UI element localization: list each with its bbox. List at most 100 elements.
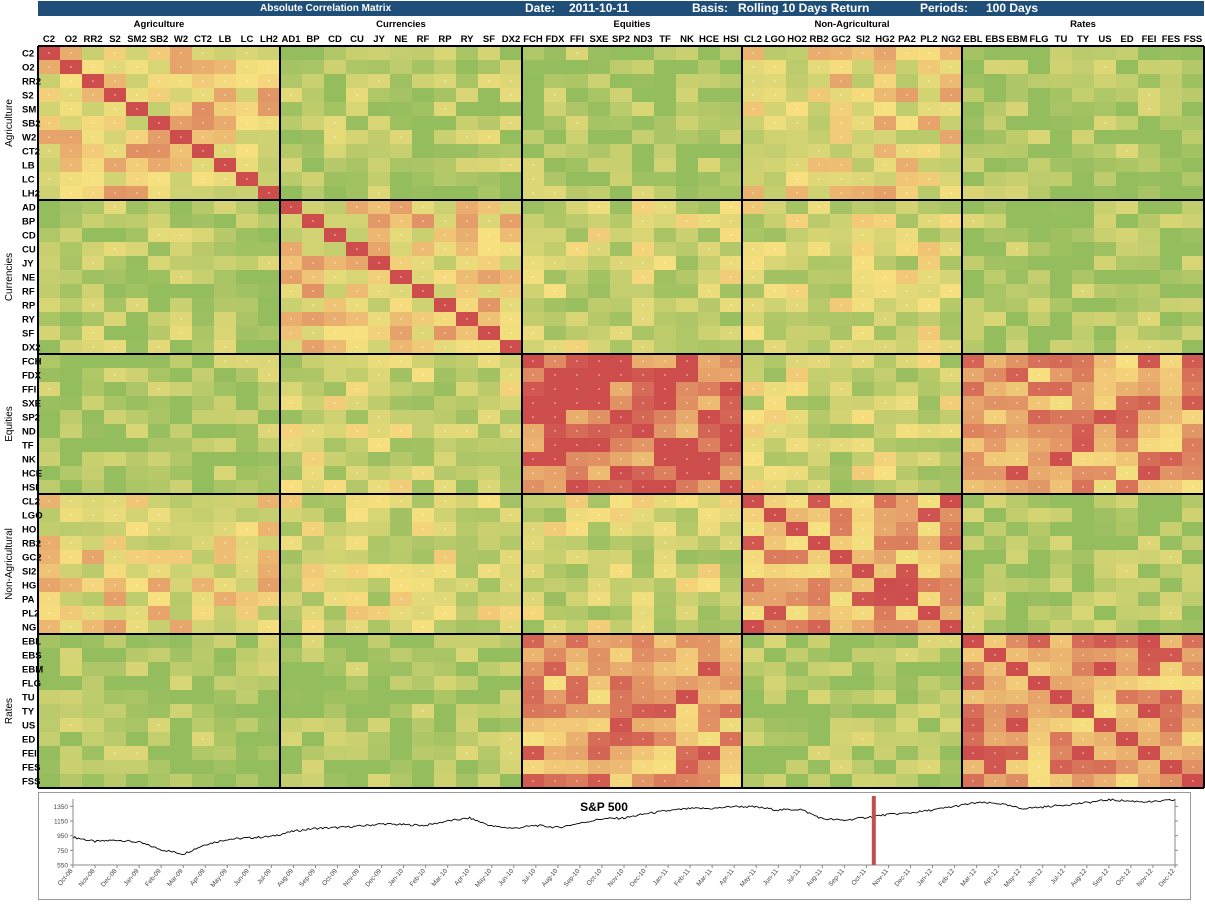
cell-dot	[1126, 780, 1128, 782]
heatmap-cell	[170, 172, 193, 187]
cell-dot	[356, 542, 358, 544]
cell-dot	[246, 570, 248, 572]
cell-dot	[70, 108, 72, 110]
heatmap-cell	[610, 298, 633, 313]
heatmap-cell	[104, 466, 127, 481]
heatmap-cell	[1028, 60, 1051, 75]
cell-dot	[774, 416, 776, 418]
heatmap-cell	[60, 438, 83, 453]
heatmap-cell	[764, 172, 787, 187]
heatmap-cell	[192, 676, 215, 691]
cell-dot	[290, 94, 292, 96]
heatmap-cell	[324, 718, 347, 733]
column-label: US	[1098, 34, 1111, 45]
cell-dot	[268, 262, 270, 264]
heatmap-cell	[412, 480, 435, 495]
heatmap-cell	[456, 690, 479, 705]
cell-dot	[576, 360, 578, 362]
cell-dot	[268, 570, 270, 572]
cell-dot	[510, 80, 512, 82]
heatmap-cell	[1160, 186, 1183, 201]
heatmap-cell	[544, 536, 567, 551]
heatmap-cell	[368, 508, 391, 523]
heatmap-cell	[82, 760, 105, 775]
cell-dot	[1082, 430, 1084, 432]
cell-dot	[422, 584, 424, 586]
heatmap-cell	[544, 200, 567, 215]
cell-dot	[356, 94, 358, 96]
heatmap-cell	[236, 774, 259, 789]
cell-dot	[576, 388, 578, 390]
cell-dot	[906, 360, 908, 362]
heatmap-cell	[852, 774, 875, 789]
heatmap-cell	[610, 592, 633, 607]
column-labels: C2 O2 RR2 S2 SM2 SB2 W2 CT2 LB LC LH2 AD1 BP CD CU JY NE…	[43, 19, 1202, 45]
heatmap-cell	[434, 676, 457, 691]
heatmap-cell	[214, 396, 237, 411]
cell-dot	[114, 52, 116, 54]
cell-dot	[994, 374, 996, 376]
cell-dot	[730, 696, 732, 698]
cell-dot	[796, 500, 798, 502]
heatmap-cell	[82, 466, 105, 481]
sp500-series-line	[72, 798, 1176, 856]
heatmap-cell	[390, 550, 413, 565]
cell-dot	[664, 416, 666, 418]
row-label: LGO	[22, 511, 43, 522]
heatmap-cell	[500, 172, 523, 187]
cell-dot	[1170, 556, 1172, 558]
cell-dot	[642, 738, 644, 740]
heatmap-cell	[588, 88, 611, 103]
heatmap-cell	[1182, 578, 1205, 593]
cell-dot	[1148, 416, 1150, 418]
cell-dot	[686, 682, 688, 684]
heatmap-cell	[214, 634, 237, 649]
heatmap-cell	[1050, 228, 1073, 243]
heatmap-cell	[830, 284, 853, 299]
cell-dot	[972, 444, 974, 446]
cell-dot	[1192, 780, 1194, 782]
x-tick-label: Apr-10	[453, 867, 471, 887]
heatmap-cell	[82, 312, 105, 327]
heatmap-cell	[214, 760, 237, 775]
heatmap-cell	[214, 368, 237, 383]
heatmap-cell	[962, 242, 985, 257]
heatmap-cell	[896, 256, 919, 271]
heatmap-cell	[236, 186, 259, 201]
heatmap-cell	[698, 312, 721, 327]
cell-dot	[1082, 402, 1084, 404]
cell-dot	[576, 682, 578, 684]
cell-dot	[1192, 388, 1194, 390]
heatmap-cell	[346, 270, 369, 285]
cell-dot	[642, 346, 644, 348]
cell-dot	[70, 584, 72, 586]
heatmap-cell	[478, 732, 501, 747]
heatmap-cell	[1094, 298, 1117, 313]
cell-dot	[620, 528, 622, 530]
heatmap-cell	[1160, 620, 1183, 635]
cell-dot	[598, 374, 600, 376]
heatmap-cell	[236, 508, 259, 523]
heatmap-cell	[1006, 102, 1029, 117]
heatmap-cell	[60, 340, 83, 355]
heatmap-cell	[368, 620, 391, 635]
heatmap-cell	[1094, 214, 1117, 229]
cell-dot	[598, 682, 600, 684]
heatmap-cell	[1006, 270, 1029, 285]
cell-dot	[598, 444, 600, 446]
heatmap-cell	[324, 634, 347, 649]
cell-dot	[818, 542, 820, 544]
cell-dot	[1170, 486, 1172, 488]
x-tick-label: Aug-10	[541, 867, 560, 888]
x-tick-label: Aug-12	[1070, 867, 1089, 888]
cell-dot	[202, 122, 204, 124]
heatmap-cell	[1050, 312, 1073, 327]
cell-dot	[796, 108, 798, 110]
cell-dot	[1016, 724, 1018, 726]
cell-dot	[290, 430, 292, 432]
heatmap-cell	[236, 704, 259, 719]
heatmap-cell	[962, 564, 985, 579]
cell-dot	[796, 598, 798, 600]
cell-dot	[884, 150, 886, 152]
cell-dot	[708, 416, 710, 418]
